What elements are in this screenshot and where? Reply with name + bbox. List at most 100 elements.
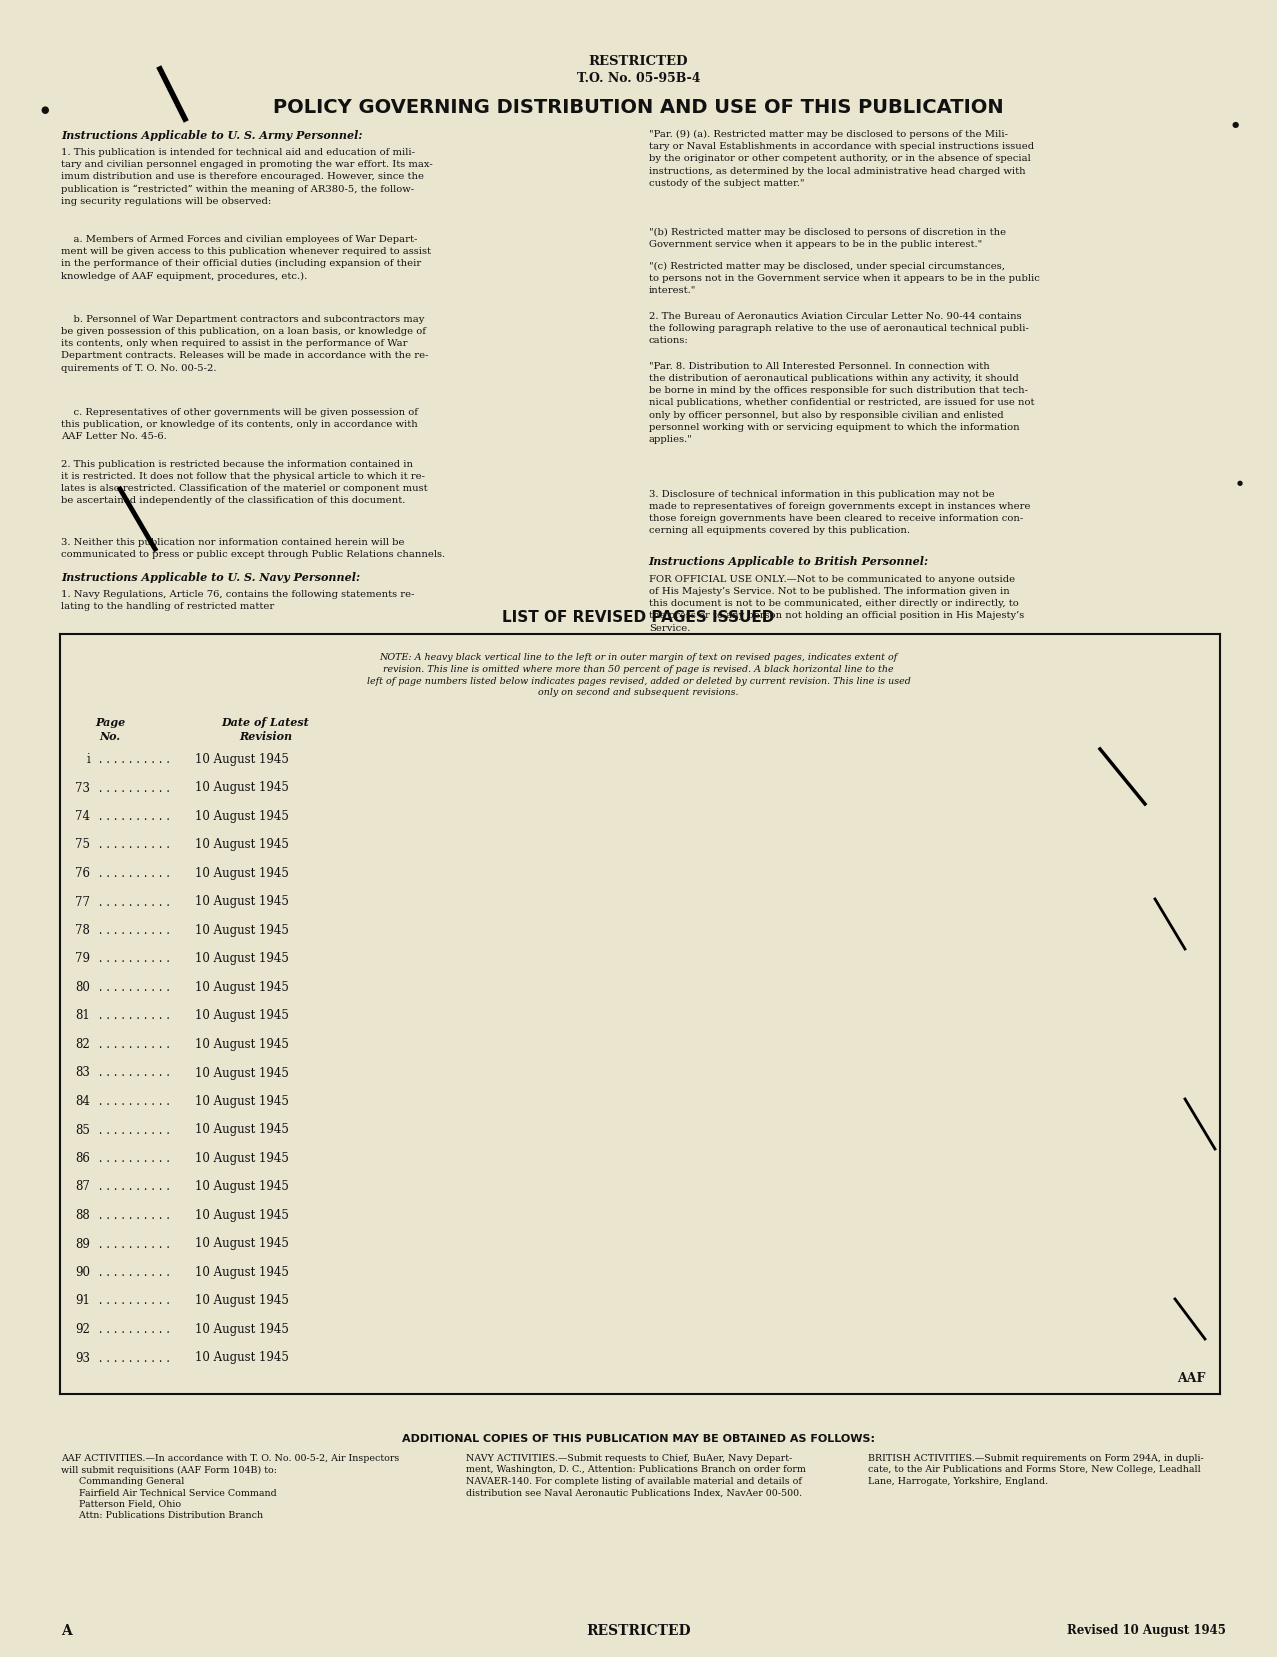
- Text: 83: 83: [75, 1065, 89, 1079]
- Text: . . . . . . . . . .: . . . . . . . . . .: [94, 1266, 170, 1278]
- Text: 10 August 1945: 10 August 1945: [195, 1009, 289, 1022]
- Text: 77: 77: [75, 895, 89, 908]
- Text: POLICY GOVERNING DISTRIBUTION AND USE OF THIS PUBLICATION: POLICY GOVERNING DISTRIBUTION AND USE OF…: [273, 98, 1004, 118]
- Text: 88: 88: [75, 1208, 89, 1221]
- Text: 10 August 1945: 10 August 1945: [195, 1094, 289, 1107]
- Text: . . . . . . . . . .: . . . . . . . . . .: [94, 1180, 170, 1193]
- Text: 10 August 1945: 10 August 1945: [195, 1236, 289, 1249]
- Text: . . . . . . . . . .: . . . . . . . . . .: [94, 752, 170, 766]
- Text: i: i: [87, 752, 89, 766]
- Text: 10 August 1945: 10 August 1945: [195, 867, 289, 880]
- Text: . . . . . . . . . .: . . . . . . . . . .: [94, 1037, 170, 1051]
- Text: 73: 73: [75, 780, 89, 794]
- Text: . . . . . . . . . .: . . . . . . . . . .: [94, 1294, 170, 1307]
- Text: 1. Navy Regulations, Article 76, contains the following statements re-
lating to: 1. Navy Regulations, Article 76, contain…: [61, 590, 415, 611]
- Text: . . . . . . . . . .: . . . . . . . . . .: [94, 810, 170, 822]
- Text: 10 August 1945: 10 August 1945: [195, 951, 289, 964]
- Text: . . . . . . . . . .: . . . . . . . . . .: [94, 1208, 170, 1221]
- Text: 86: 86: [75, 1152, 89, 1165]
- Text: 76: 76: [75, 867, 89, 880]
- Text: A: A: [61, 1622, 72, 1637]
- Text: 10 August 1945: 10 August 1945: [195, 838, 289, 852]
- Text: 10 August 1945: 10 August 1945: [195, 981, 289, 994]
- Text: 81: 81: [75, 1009, 89, 1022]
- Text: 80: 80: [75, 981, 89, 994]
- Text: . . . . . . . . . .: . . . . . . . . . .: [94, 981, 170, 994]
- Text: AAF ACTIVITIES.—In accordance with T. O. No. 00-5-2, Air Inspectors
will submit : AAF ACTIVITIES.—In accordance with T. O.…: [61, 1453, 400, 1519]
- Text: Revised 10 August 1945: Revised 10 August 1945: [1068, 1622, 1226, 1635]
- Text: 10 August 1945: 10 August 1945: [195, 923, 289, 936]
- Text: 10 August 1945: 10 August 1945: [195, 1152, 289, 1165]
- Text: Page: Page: [94, 716, 125, 727]
- Text: 74: 74: [75, 810, 89, 822]
- Text: . . . . . . . . . .: . . . . . . . . . .: [94, 895, 170, 908]
- Text: 10 August 1945: 10 August 1945: [195, 895, 289, 908]
- Text: LIST OF REVISED PAGES ISSUED: LIST OF REVISED PAGES ISSUED: [502, 610, 775, 625]
- Text: AAF: AAF: [1176, 1372, 1205, 1384]
- Text: RESTRICTED: RESTRICTED: [589, 55, 688, 68]
- Text: 85: 85: [75, 1123, 89, 1135]
- Text: BRITISH ACTIVITIES.—Submit requirements on Form 294A, in dupli-
cate, to the Air: BRITISH ACTIVITIES.—Submit requirements …: [868, 1453, 1204, 1485]
- Text: 10 August 1945: 10 August 1945: [195, 1350, 289, 1364]
- Text: 90: 90: [75, 1266, 89, 1278]
- Text: Instructions Applicable to British Personnel:: Instructions Applicable to British Perso…: [649, 555, 928, 567]
- Text: 10 August 1945: 10 August 1945: [195, 1180, 289, 1193]
- Text: . . . . . . . . . .: . . . . . . . . . .: [94, 867, 170, 880]
- Text: 87: 87: [75, 1180, 89, 1193]
- Text: . . . . . . . . . .: . . . . . . . . . .: [94, 923, 170, 936]
- Text: . . . . . . . . . .: . . . . . . . . . .: [94, 838, 170, 852]
- Text: 3. Neither this publication nor information contained herein will be
communicate: 3. Neither this publication nor informat…: [61, 537, 446, 558]
- Text: Instructions Applicable to U. S. Army Personnel:: Instructions Applicable to U. S. Army Pe…: [61, 129, 363, 141]
- Text: "(c) Restricted matter may be disclosed, under special circumstances,
to persons: "(c) Restricted matter may be disclosed,…: [649, 262, 1039, 295]
- Text: 10 August 1945: 10 August 1945: [195, 1294, 289, 1307]
- Text: NAVY ACTIVITIES.—Submit requests to Chief, BuAer, Navy Depart-
ment, Washington,: NAVY ACTIVITIES.—Submit requests to Chie…: [466, 1453, 806, 1496]
- Text: 2. The Bureau of Aeronautics Aviation Circular Letter No. 90-44 contains
the fol: 2. The Bureau of Aeronautics Aviation Ci…: [649, 312, 1028, 345]
- Text: . . . . . . . . . .: . . . . . . . . . .: [94, 1350, 170, 1364]
- Text: ●: ●: [41, 104, 50, 114]
- Text: 10 August 1945: 10 August 1945: [195, 780, 289, 794]
- Text: . . . . . . . . . .: . . . . . . . . . .: [94, 1322, 170, 1336]
- Text: . . . . . . . . . .: . . . . . . . . . .: [94, 951, 170, 964]
- Text: . . . . . . . . . .: . . . . . . . . . .: [94, 1094, 170, 1107]
- Text: Instructions Applicable to U. S. Navy Personnel:: Instructions Applicable to U. S. Navy Pe…: [61, 572, 360, 583]
- Text: 10 August 1945: 10 August 1945: [195, 1266, 289, 1278]
- Text: . . . . . . . . . .: . . . . . . . . . .: [94, 1123, 170, 1135]
- Text: 10 August 1945: 10 August 1945: [195, 810, 289, 822]
- Text: ●: ●: [1231, 119, 1239, 129]
- Text: Revision: Revision: [239, 731, 292, 742]
- Text: T.O. No. 05-95B-4: T.O. No. 05-95B-4: [577, 71, 700, 85]
- Text: . . . . . . . . . .: . . . . . . . . . .: [94, 1065, 170, 1079]
- Text: 10 August 1945: 10 August 1945: [195, 752, 289, 766]
- Text: 3. Disclosure of technical information in this publication may not be
made to re: 3. Disclosure of technical information i…: [649, 490, 1031, 535]
- Text: . . . . . . . . . .: . . . . . . . . . .: [94, 1009, 170, 1022]
- Text: 91: 91: [75, 1294, 89, 1307]
- Text: 10 August 1945: 10 August 1945: [195, 1322, 289, 1336]
- Text: 75: 75: [75, 838, 89, 852]
- Text: "Par. (9) (a). Restricted matter may be disclosed to persons of the Mili-
tary o: "Par. (9) (a). Restricted matter may be …: [649, 129, 1034, 187]
- Text: 2. This publication is restricted because the information contained in
it is res: 2. This publication is restricted becaus…: [61, 459, 428, 505]
- Text: 10 August 1945: 10 August 1945: [195, 1037, 289, 1051]
- Text: No.: No.: [100, 731, 120, 742]
- Text: ADDITIONAL COPIES OF THIS PUBLICATION MAY BE OBTAINED AS FOLLOWS:: ADDITIONAL COPIES OF THIS PUBLICATION MA…: [402, 1433, 875, 1443]
- Text: FOR OFFICIAL USE ONLY.—Not to be communicated to anyone outside
of His Majesty’s: FOR OFFICIAL USE ONLY.—Not to be communi…: [649, 575, 1024, 633]
- Text: ●: ●: [1237, 481, 1243, 486]
- Text: 78: 78: [75, 923, 89, 936]
- Text: 10 August 1945: 10 August 1945: [195, 1065, 289, 1079]
- Text: "Par. 8. Distribution to All Interested Personnel. In connection with
the distri: "Par. 8. Distribution to All Interested …: [649, 361, 1034, 444]
- Text: NOTE: A heavy black vertical line to the left or in outer margin of text on revi: NOTE: A heavy black vertical line to the…: [366, 653, 911, 698]
- Text: 93: 93: [75, 1350, 89, 1364]
- Text: 1. This publication is intended for technical aid and education of mili-
tary an: 1. This publication is intended for tech…: [61, 147, 433, 205]
- Text: . . . . . . . . . .: . . . . . . . . . .: [94, 780, 170, 794]
- Text: 84: 84: [75, 1094, 89, 1107]
- Text: RESTRICTED: RESTRICTED: [586, 1622, 691, 1637]
- Text: 82: 82: [75, 1037, 89, 1051]
- Text: 10 August 1945: 10 August 1945: [195, 1123, 289, 1135]
- Text: a. Members of Armed Forces and civilian employees of War Depart-
ment will be gi: a. Members of Armed Forces and civilian …: [61, 235, 432, 280]
- Text: b. Personnel of War Department contractors and subcontractors may
be given posse: b. Personnel of War Department contracto…: [61, 315, 429, 373]
- Text: "(b) Restricted matter may be disclosed to persons of discretion in the
Governme: "(b) Restricted matter may be disclosed …: [649, 229, 1006, 249]
- Text: . . . . . . . . . .: . . . . . . . . . .: [94, 1236, 170, 1249]
- Text: . . . . . . . . . .: . . . . . . . . . .: [94, 1152, 170, 1165]
- Text: 92: 92: [75, 1322, 89, 1336]
- Text: c. Representatives of other governments will be given possession of
this publica: c. Representatives of other governments …: [61, 408, 419, 441]
- Text: 79: 79: [75, 951, 89, 964]
